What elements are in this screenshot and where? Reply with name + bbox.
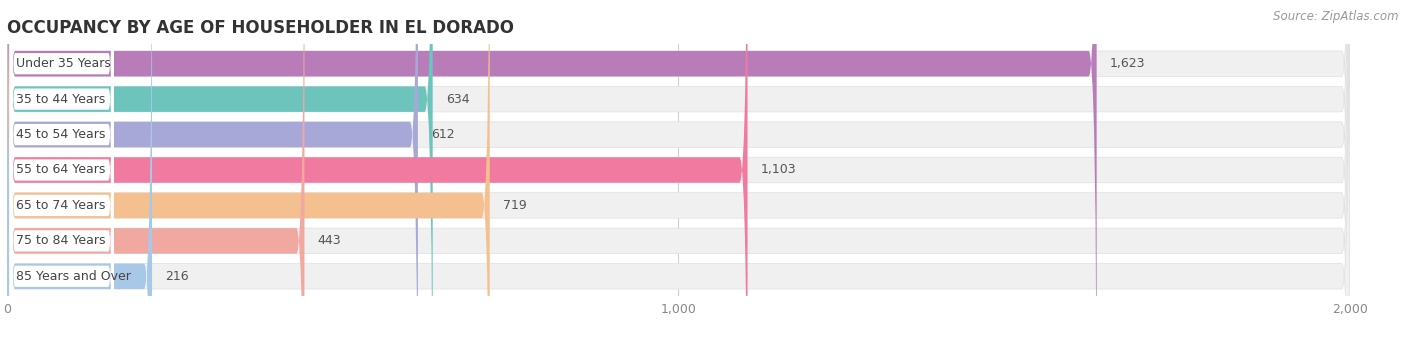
FancyBboxPatch shape — [7, 0, 1350, 340]
FancyBboxPatch shape — [10, 3, 114, 340]
Text: 45 to 54 Years: 45 to 54 Years — [17, 128, 105, 141]
Text: 1,623: 1,623 — [1111, 57, 1146, 70]
Text: 634: 634 — [446, 92, 470, 106]
FancyBboxPatch shape — [7, 0, 1097, 340]
Text: 443: 443 — [318, 234, 342, 248]
FancyBboxPatch shape — [10, 0, 114, 337]
Text: 65 to 74 Years: 65 to 74 Years — [17, 199, 105, 212]
FancyBboxPatch shape — [7, 0, 1350, 340]
FancyBboxPatch shape — [7, 0, 418, 340]
FancyBboxPatch shape — [7, 0, 433, 340]
Text: 612: 612 — [432, 128, 456, 141]
Text: 1,103: 1,103 — [761, 164, 797, 176]
FancyBboxPatch shape — [7, 0, 1350, 340]
FancyBboxPatch shape — [7, 0, 1350, 340]
FancyBboxPatch shape — [10, 0, 114, 340]
Text: 85 Years and Over: 85 Years and Over — [17, 270, 131, 283]
Text: OCCUPANCY BY AGE OF HOUSEHOLDER IN EL DORADO: OCCUPANCY BY AGE OF HOUSEHOLDER IN EL DO… — [7, 19, 515, 37]
Text: 35 to 44 Years: 35 to 44 Years — [17, 92, 105, 106]
FancyBboxPatch shape — [10, 0, 114, 340]
FancyBboxPatch shape — [7, 0, 748, 340]
FancyBboxPatch shape — [7, 0, 489, 340]
FancyBboxPatch shape — [10, 0, 114, 340]
FancyBboxPatch shape — [7, 0, 1350, 340]
FancyBboxPatch shape — [7, 0, 152, 340]
FancyBboxPatch shape — [10, 0, 114, 340]
Text: 75 to 84 Years: 75 to 84 Years — [17, 234, 105, 248]
Text: Under 35 Years: Under 35 Years — [17, 57, 111, 70]
FancyBboxPatch shape — [7, 0, 305, 340]
Text: 216: 216 — [166, 270, 188, 283]
Text: Source: ZipAtlas.com: Source: ZipAtlas.com — [1274, 10, 1399, 23]
FancyBboxPatch shape — [10, 0, 114, 340]
FancyBboxPatch shape — [7, 0, 1350, 340]
Text: 719: 719 — [503, 199, 527, 212]
FancyBboxPatch shape — [7, 0, 1350, 340]
Text: 55 to 64 Years: 55 to 64 Years — [17, 164, 105, 176]
